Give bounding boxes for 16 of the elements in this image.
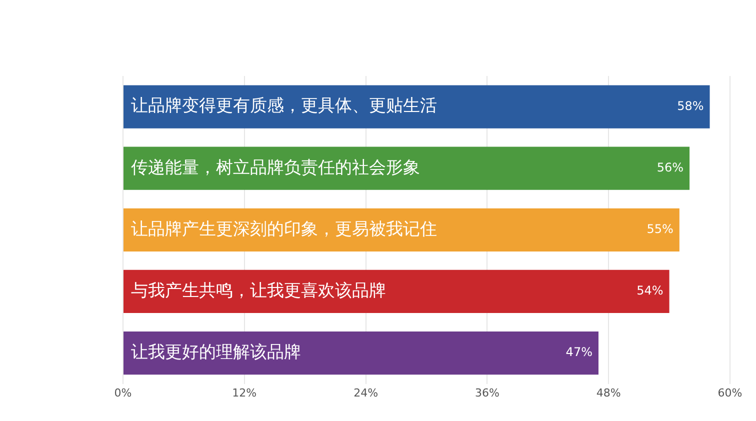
data-label: 58% xyxy=(677,98,704,113)
y-tick-label: 传递能量，树立品牌负责任的社会形象 xyxy=(131,158,420,178)
x-tick-label: 12% xyxy=(232,386,257,400)
data-label: 55% xyxy=(646,222,674,236)
x-tick-label: 48% xyxy=(596,386,621,400)
data-label: 56% xyxy=(656,160,684,174)
y-tick-label: 让我更好的理解该品牌 xyxy=(131,342,301,362)
x-tick-label: 24% xyxy=(354,386,378,400)
x-tick-label: 36% xyxy=(474,386,500,400)
y-tick-label: 让品牌产生更深刻的印象，更易被我记住 xyxy=(131,219,437,240)
y-tick-label: 与我产生共鸣，让我更喜欢该品牌 xyxy=(131,280,386,301)
x-tick-label: 60% xyxy=(718,386,742,400)
x-tick-label: 0% xyxy=(114,386,132,400)
data-label: 47% xyxy=(566,345,592,360)
data-label: 54% xyxy=(636,284,664,298)
y-tick-label: 让品牌变得更有质感，更具体、更贴生活 xyxy=(131,96,437,116)
